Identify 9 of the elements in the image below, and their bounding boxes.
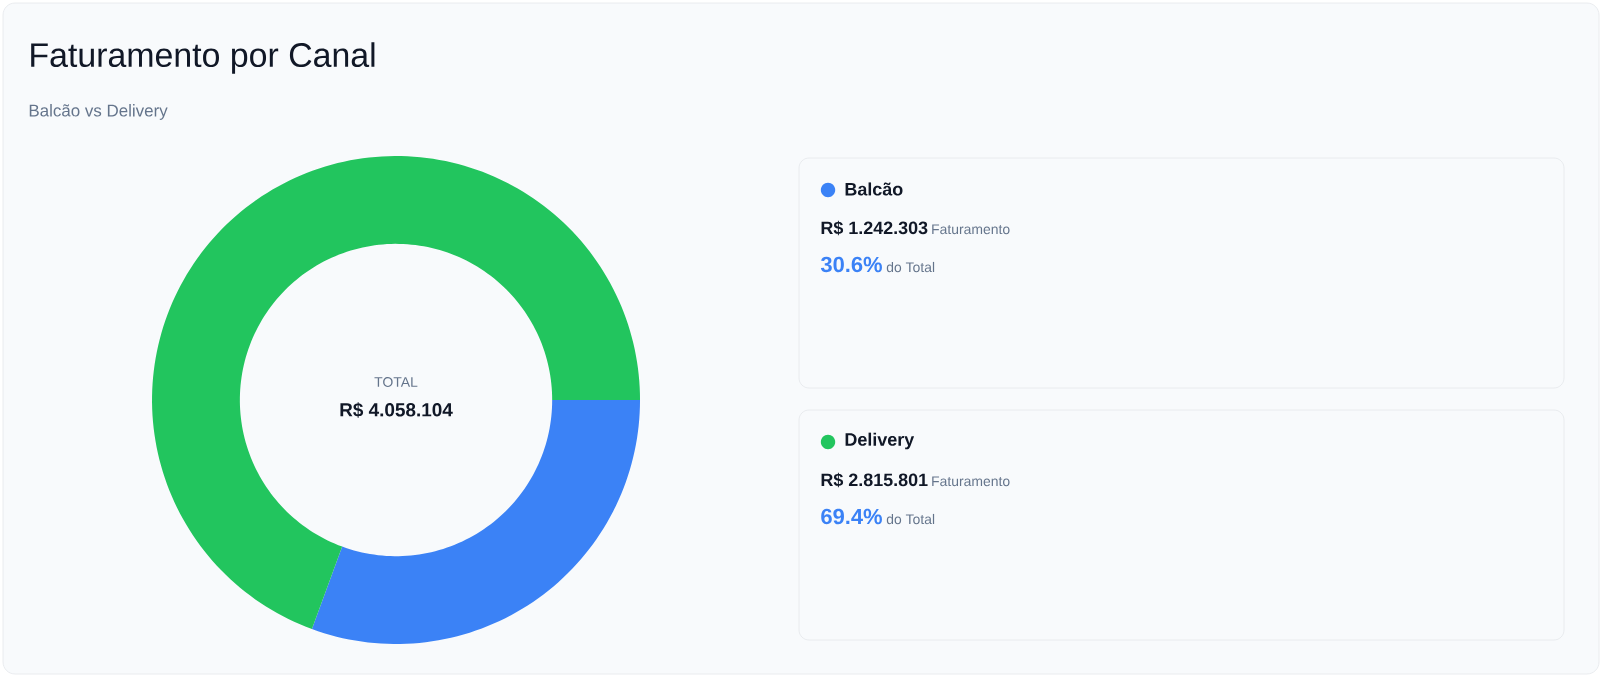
text: R$ 2.815.801 <box>821 472 928 488</box>
legend-label: Balcão <box>845 182 903 196</box>
text: 69.4% <box>821 508 882 525</box>
text: R$ 1.242.303 <box>821 220 928 236</box>
text: 30.6% <box>820 256 882 273</box>
chart-title: Faturamento por Canal <box>31 42 375 74</box>
chart-subtitle: Balcão vs Delivery <box>29 104 168 120</box>
legend-label: Delivery <box>845 432 915 450</box>
text: R$ 4.058.104 <box>340 402 453 418</box>
